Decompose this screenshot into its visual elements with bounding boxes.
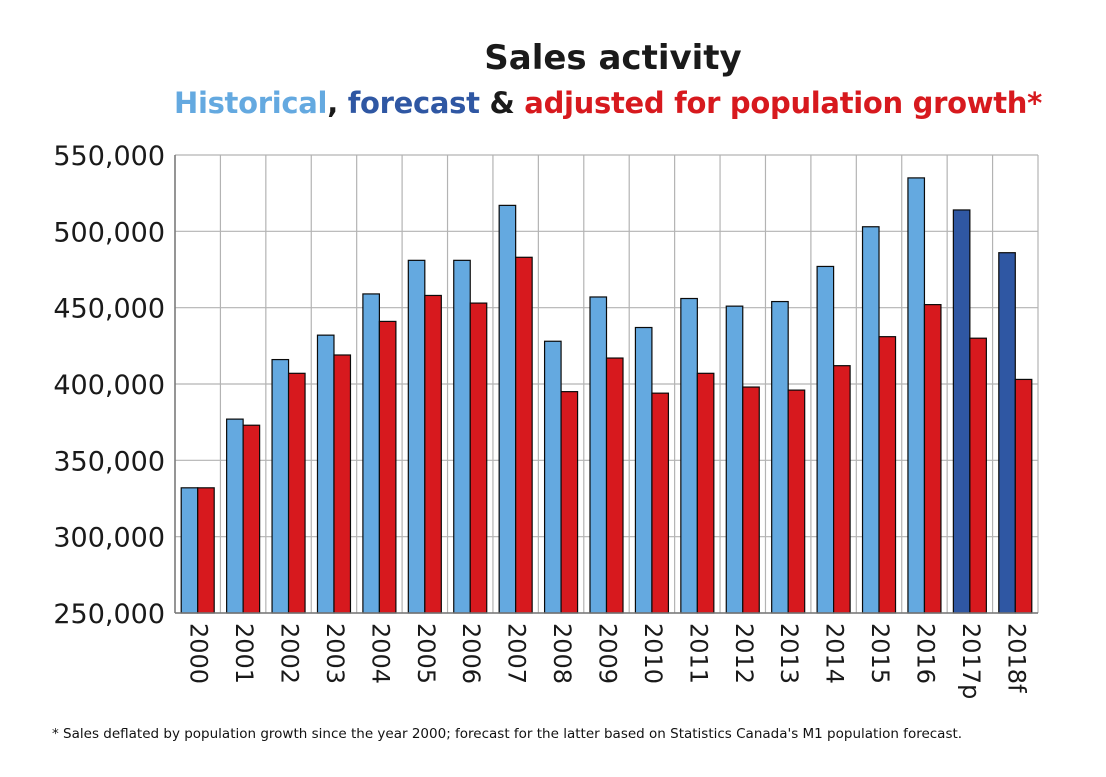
x-tick-label: 2017p [957,623,985,699]
bar-adjusted [923,304,942,614]
bar-adjusted [333,354,352,614]
bar-adjusted [696,372,715,614]
x-tick-label: 2015 [866,623,894,684]
chart-title: Sales activity [484,38,742,78]
subtitle-sep2: & [479,86,525,120]
bar-historical [589,296,608,614]
y-tick-label: 250,000 [53,599,165,630]
bar-adjusted [787,389,806,614]
x-tick-label: 2014 [821,623,849,684]
bar-forecast [998,252,1016,614]
x-tick-label: 2005 [412,623,440,684]
x-tick-label: 2009 [594,623,622,684]
x-tick-label: 2003 [321,623,349,684]
y-tick-label: 300,000 [53,523,165,554]
bar-adjusted [197,487,215,614]
bar-historical [907,177,926,614]
bar-historical [634,326,653,614]
x-tick-label: 2000 [185,623,213,684]
footnote: * Sales deflated by population growth si… [52,726,963,742]
bar-adjusted [969,337,987,614]
x-tick-label: 2004 [366,623,394,684]
subtitle-historical: Historical [173,86,328,120]
x-tick-label: 2011 [684,623,712,684]
bar-historical [725,305,744,614]
bar-adjusted [378,320,397,614]
bar-adjusted [242,424,261,614]
bar-adjusted [1014,378,1033,614]
x-tick-label: 2016 [911,623,939,684]
x-tick-label: 2012 [730,623,758,684]
bar-historical [771,300,789,614]
x-tick-label: 2013 [775,623,803,684]
subtitle-sep1: , [327,86,348,120]
x-tick-label: 2001 [230,623,258,684]
x-tick-label: 2010 [639,623,667,684]
y-tick-label: 400,000 [53,370,165,401]
chart-subtitle: Historical, forecast & adjusted for popu… [55,86,1106,120]
bar-historical [543,340,562,614]
y-tick-label: 350,000 [53,446,165,477]
bar-adjusted [469,302,488,614]
bar-adjusted [742,386,760,614]
bar-adjusted [287,372,306,614]
bar-historical [861,226,880,614]
subtitle-forecast: forecast [347,86,480,120]
bar-historical [680,297,698,614]
bar-forecast [952,209,971,614]
subtitle-adjusted: adjusted for population growth* [524,86,1043,120]
bar-historical [316,334,335,614]
bar-historical [226,418,244,614]
y-tick-label: 450,000 [53,294,165,325]
bar-adjusted [560,391,579,614]
bar-historical [407,259,426,614]
bar-adjusted [605,357,624,614]
bar-adjusted [651,392,670,614]
bar-adjusted [424,294,442,614]
x-tick-label: 2007 [503,623,531,684]
y-tick-label: 500,000 [53,217,165,248]
bar-historical [271,358,290,614]
bar-historical [362,293,380,614]
bar-adjusted [515,256,533,614]
bar-historical [453,259,471,614]
y-tick-label: 550,000 [53,141,165,172]
x-tick-label: 2002 [276,623,304,684]
x-tick-label: 2018f [1002,623,1030,693]
bar-historical [498,204,517,614]
bar-historical [816,265,835,614]
bar-adjusted [878,336,897,614]
bar-adjusted [833,365,851,614]
x-tick-label: 2006 [457,623,485,684]
x-tick-label: 2008 [548,623,576,684]
bar-historical [180,487,199,614]
